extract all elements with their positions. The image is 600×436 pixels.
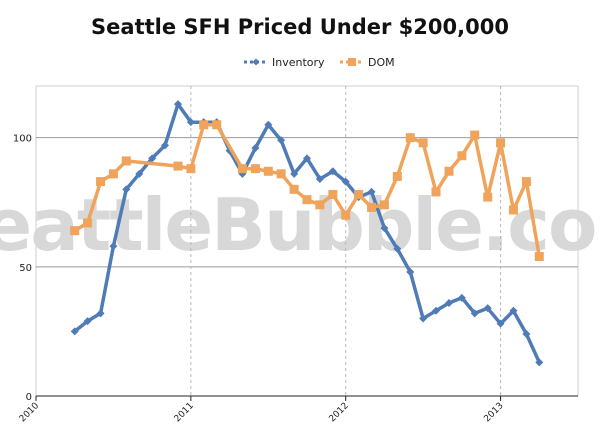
data-point-dom <box>276 169 286 179</box>
x-tick-label: 2011 <box>173 401 196 424</box>
data-point-inventory <box>160 141 169 150</box>
watermark: SeattleBubble.com <box>0 183 600 267</box>
data-point-dom <box>392 171 402 181</box>
legend: Inventory DOM <box>244 56 395 69</box>
data-point-dom <box>199 120 209 130</box>
data-point-inventory <box>290 169 299 178</box>
data-point-inventory <box>70 327 79 336</box>
data-point-inventory <box>496 319 505 328</box>
data-point-inventory <box>96 309 105 318</box>
data-point-inventory <box>535 358 544 367</box>
data-point-dom <box>496 138 506 148</box>
data-point-inventory <box>315 175 324 183</box>
data-point-dom <box>96 177 106 187</box>
data-point-inventory <box>251 144 260 152</box>
data-point-dom <box>508 205 518 215</box>
x-tick-label: 2010 <box>18 401 41 424</box>
legend-marker-inventory <box>252 58 260 66</box>
data-point-inventory <box>83 317 92 326</box>
data-point-dom <box>367 202 377 212</box>
x-tick-label: 2013 <box>482 401 505 424</box>
data-point-dom <box>431 187 441 197</box>
data-point-dom <box>328 190 338 199</box>
data-point-inventory <box>109 242 118 251</box>
legend-label-dom: DOM <box>368 56 395 69</box>
y-tick-label: 0 <box>26 392 32 403</box>
data-point-dom <box>405 133 415 143</box>
data-point-dom <box>457 151 467 161</box>
data-point-dom <box>263 166 273 176</box>
data-point-inventory <box>277 136 286 145</box>
data-point-dom <box>379 200 389 210</box>
data-point-dom <box>70 226 80 236</box>
data-point-dom <box>354 190 364 199</box>
data-point-inventory <box>122 185 131 194</box>
data-point-inventory <box>341 177 350 186</box>
data-point-inventory <box>135 169 144 178</box>
legend-marker-dom <box>348 58 356 66</box>
data-point-inventory <box>457 293 466 302</box>
data-point-dom <box>418 138 428 148</box>
data-point-dom <box>341 210 351 220</box>
data-point-dom <box>289 184 299 194</box>
data-point-inventory <box>445 299 454 307</box>
data-point-inventory <box>509 306 518 315</box>
data-point-inventory <box>470 309 479 318</box>
data-point-dom <box>483 192 493 202</box>
data-point-dom <box>237 164 247 174</box>
data-point-dom <box>521 177 531 187</box>
legend-item-inventory: Inventory <box>244 56 325 69</box>
data-point-dom <box>302 195 312 205</box>
data-point-dom <box>534 252 544 261</box>
y-tick-label: 100 <box>13 134 32 145</box>
data-point-dom <box>121 156 131 166</box>
data-point-inventory <box>328 167 337 176</box>
data-point-dom <box>173 161 183 171</box>
data-point-dom <box>444 166 454 176</box>
plot-area: SeattleBubble.com 0 50 100 2010 2011 2012 2013 <box>0 85 600 424</box>
data-point-dom <box>315 200 325 210</box>
data-point-inventory <box>148 154 157 163</box>
data-point-inventory <box>431 306 440 315</box>
data-point-inventory <box>174 100 183 109</box>
data-point-inventory <box>303 154 311 163</box>
y-tick-label: 50 <box>19 263 32 274</box>
data-point-dom <box>212 120 222 130</box>
data-point-inventory <box>264 120 273 129</box>
data-point-inventory <box>419 314 428 323</box>
data-point-dom <box>250 164 260 174</box>
data-point-dom <box>108 169 118 179</box>
data-point-inventory <box>367 187 376 196</box>
data-point-dom <box>83 218 93 228</box>
data-point-inventory <box>522 330 531 338</box>
chart-title: Seattle SFH Priced Under $200,000 <box>91 15 509 39</box>
data-point-inventory <box>483 304 492 313</box>
data-point-inventory <box>380 224 389 233</box>
data-point-dom <box>470 130 480 140</box>
data-point-inventory <box>406 268 415 276</box>
legend-label-inventory: Inventory <box>272 56 325 69</box>
data-point-inventory <box>186 118 195 127</box>
data-point-inventory <box>393 244 402 253</box>
data-point-dom <box>186 164 196 174</box>
legend-item-dom: DOM <box>340 56 395 69</box>
x-tick-label: 2012 <box>328 401 351 424</box>
